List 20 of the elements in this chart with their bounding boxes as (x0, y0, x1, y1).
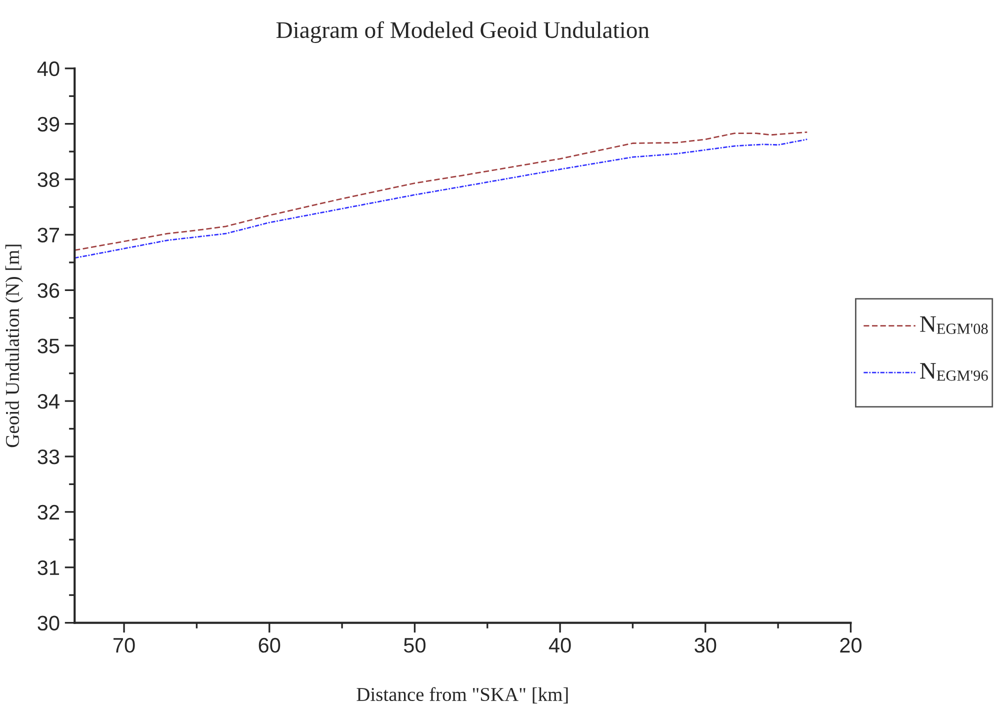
y-tick-label: 37 (38, 228, 59, 242)
x-tick-label: 30 (694, 638, 716, 653)
y-tick-label: 40 (37, 61, 60, 76)
y-tick-label: 30 (38, 616, 60, 631)
y-tick-label: 32 (38, 504, 59, 520)
y-tick-label: 38 (38, 172, 60, 188)
y-tick-label: 33 (38, 449, 60, 464)
y-axis-title: Geoid Undulation (N) [m] (5, 244, 23, 448)
x-tick-label: 20 (840, 638, 862, 653)
x-tick-label: 50 (404, 638, 426, 653)
y-tick-label: 34 (38, 394, 60, 409)
y-tick-label: 39 (38, 116, 60, 132)
y-tick-label: 31 (38, 560, 60, 576)
y-tick-label: 35 (38, 338, 60, 354)
x-tick-label: 70 (114, 638, 135, 653)
y-tick-label: 36 (38, 283, 60, 298)
x-axis-title: Distance from "SKA" [km] (356, 687, 568, 704)
chart-title: Diagram of Modeled Geoid Undulation (276, 21, 650, 43)
x-tick-label: 40 (548, 638, 571, 653)
x-tick-label: 60 (258, 638, 280, 653)
